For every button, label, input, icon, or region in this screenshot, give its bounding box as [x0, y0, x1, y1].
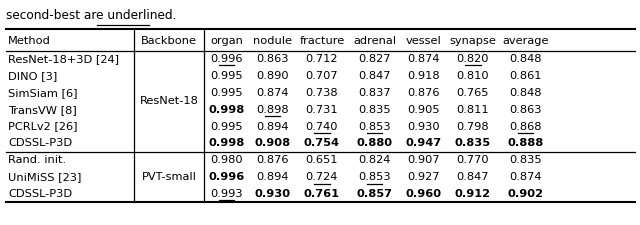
Text: 0.947: 0.947: [406, 138, 442, 148]
Text: ResNet-18+3D [24]: ResNet-18+3D [24]: [8, 54, 119, 64]
Text: 0.930: 0.930: [408, 122, 440, 132]
Text: 0.927: 0.927: [408, 172, 440, 182]
Text: 0.996: 0.996: [211, 54, 243, 64]
Text: 0.995: 0.995: [211, 71, 243, 81]
Text: 0.835: 0.835: [509, 155, 541, 165]
Text: nodule: nodule: [253, 36, 292, 45]
Text: 0.754: 0.754: [304, 138, 340, 148]
Text: 0.835: 0.835: [358, 105, 390, 115]
Text: 0.863: 0.863: [257, 54, 289, 64]
Text: DINO [3]: DINO [3]: [8, 71, 58, 81]
Text: Backbone: Backbone: [141, 36, 197, 45]
Text: 0.848: 0.848: [509, 54, 541, 64]
Text: 0.707: 0.707: [306, 71, 338, 81]
Text: 0.848: 0.848: [509, 88, 541, 98]
Text: 0.998: 0.998: [209, 105, 244, 115]
Text: 0.905: 0.905: [408, 105, 440, 115]
Text: 0.998: 0.998: [209, 138, 244, 148]
Text: 0.908: 0.908: [255, 138, 291, 148]
Text: 0.724: 0.724: [306, 172, 338, 182]
Text: 0.930: 0.930: [255, 189, 291, 199]
Text: 0.993: 0.993: [211, 189, 243, 199]
Text: 0.888: 0.888: [508, 138, 543, 148]
Text: 0.898: 0.898: [257, 105, 289, 115]
Text: 0.894: 0.894: [257, 122, 289, 132]
Text: 0.651: 0.651: [306, 155, 338, 165]
Text: synapse: synapse: [449, 36, 497, 45]
Text: vessel: vessel: [406, 36, 442, 45]
Text: 0.874: 0.874: [509, 172, 541, 182]
Text: ResNet-18: ResNet-18: [140, 96, 198, 106]
Text: 0.868: 0.868: [509, 122, 541, 132]
Text: SimSiam [6]: SimSiam [6]: [8, 88, 78, 98]
Text: average: average: [502, 36, 548, 45]
Text: 0.765: 0.765: [457, 88, 489, 98]
Text: 0.837: 0.837: [358, 88, 390, 98]
Text: 0.738: 0.738: [306, 88, 338, 98]
Text: PCRLv2 [26]: PCRLv2 [26]: [8, 122, 78, 132]
Text: 0.890: 0.890: [257, 71, 289, 81]
Text: TransVW [8]: TransVW [8]: [8, 105, 77, 115]
Text: 0.874: 0.874: [257, 88, 289, 98]
Text: 0.894: 0.894: [257, 172, 289, 182]
Text: 0.918: 0.918: [408, 71, 440, 81]
Text: 0.996: 0.996: [209, 172, 244, 182]
Text: 0.980: 0.980: [211, 155, 243, 165]
Text: 0.995: 0.995: [211, 122, 243, 132]
Text: 0.798: 0.798: [457, 122, 489, 132]
Text: 0.876: 0.876: [257, 155, 289, 165]
Text: 0.902: 0.902: [508, 189, 543, 199]
Text: 0.820: 0.820: [457, 54, 489, 64]
Text: 0.857: 0.857: [356, 189, 392, 199]
Text: 0.827: 0.827: [358, 54, 390, 64]
Text: 0.761: 0.761: [304, 189, 340, 199]
Text: CDSSL-P3D: CDSSL-P3D: [8, 138, 72, 148]
Text: 0.740: 0.740: [306, 122, 338, 132]
Text: 0.847: 0.847: [358, 71, 390, 81]
Text: 0.880: 0.880: [356, 138, 392, 148]
Text: 0.995: 0.995: [211, 88, 243, 98]
Text: 0.770: 0.770: [457, 155, 489, 165]
Text: 0.853: 0.853: [358, 122, 390, 132]
Text: 0.863: 0.863: [509, 105, 541, 115]
Text: Rand. init.: Rand. init.: [8, 155, 67, 165]
Text: Method: Method: [8, 36, 51, 45]
Text: 0.835: 0.835: [455, 138, 491, 148]
Text: 0.861: 0.861: [509, 71, 541, 81]
Text: 0.874: 0.874: [408, 54, 440, 64]
Text: 0.847: 0.847: [457, 172, 489, 182]
Text: PVT-small: PVT-small: [141, 172, 196, 182]
Text: CDSSL-P3D: CDSSL-P3D: [8, 189, 72, 199]
Text: 0.876: 0.876: [408, 88, 440, 98]
Text: 0.811: 0.811: [457, 105, 489, 115]
Text: 0.853: 0.853: [358, 172, 390, 182]
Text: 0.907: 0.907: [408, 155, 440, 165]
Text: 0.912: 0.912: [455, 189, 491, 199]
Text: 0.712: 0.712: [306, 54, 338, 64]
Text: UniMiSS [23]: UniMiSS [23]: [8, 172, 82, 182]
Text: 0.824: 0.824: [358, 155, 390, 165]
Text: organ: organ: [210, 36, 243, 45]
Text: adrenal: adrenal: [353, 36, 396, 45]
Text: 0.731: 0.731: [306, 105, 338, 115]
Text: 0.960: 0.960: [406, 189, 442, 199]
Text: fracture: fracture: [300, 36, 344, 45]
Text: 0.810: 0.810: [457, 71, 489, 81]
Text: second-best are underlined.: second-best are underlined.: [6, 9, 177, 22]
